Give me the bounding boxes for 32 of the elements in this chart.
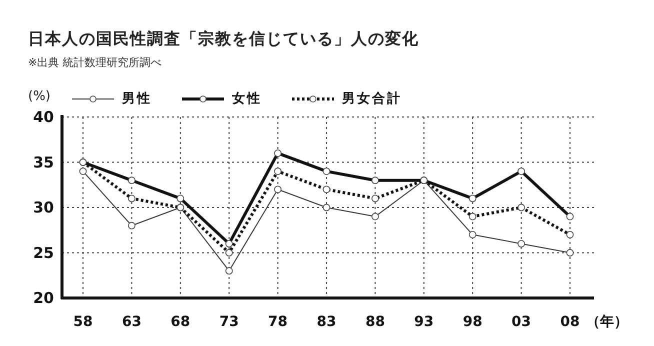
x-tick-label: 08: [560, 314, 580, 330]
point: [566, 249, 574, 256]
y-tick-label: 35: [33, 153, 54, 172]
text: ※出典 統計数理研究所調べ: [28, 56, 162, 69]
point: [518, 240, 525, 248]
x-tick-label: 68: [170, 314, 190, 330]
chart-title: 日本人の国民性調査「宗教を信じている」人の変化: [28, 29, 419, 48]
y-tick-label: 20: [33, 289, 54, 307]
x-axis-title: （年）: [586, 314, 628, 330]
y-axis-title: (%): [28, 89, 50, 104]
legend-label: 男性: [121, 92, 152, 106]
x-tick-label: 73: [219, 314, 239, 330]
legend-label: 男女合計: [341, 90, 402, 106]
point: [322, 204, 330, 212]
y-tick-label: 25: [33, 244, 54, 262]
point: [225, 267, 233, 275]
y-tick-label: 30: [33, 198, 54, 216]
x-tick-label: 88: [365, 314, 385, 330]
point: [128, 222, 136, 230]
point: [274, 186, 282, 194]
point: [79, 168, 87, 175]
x-tick-label: 93: [414, 314, 434, 330]
legend-label: 女性: [231, 92, 262, 106]
x-tick-label: 98: [462, 314, 482, 330]
y-tick-label: 40: [33, 108, 54, 126]
point: [372, 212, 379, 220]
x-tick-label: 58: [73, 314, 93, 330]
x-tick-label: 83: [316, 314, 336, 330]
x-tick-label: 03: [512, 314, 532, 330]
point: [468, 230, 476, 238]
x-tick-label: 78: [268, 314, 288, 330]
x-tick-label: 63: [122, 314, 142, 330]
